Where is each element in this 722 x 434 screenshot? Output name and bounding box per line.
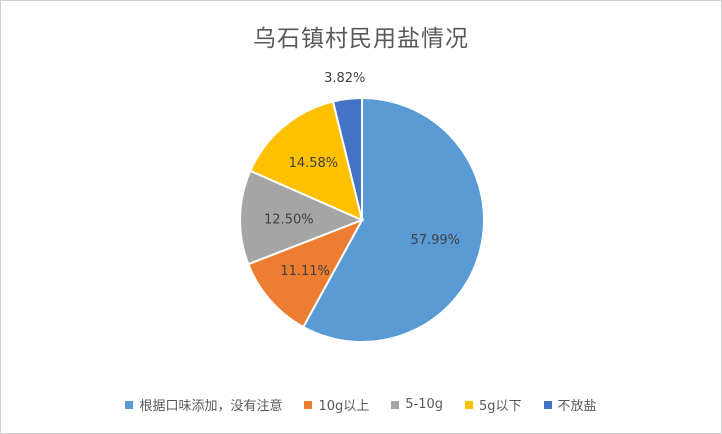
legend-label-taste: 根据口味添加，没有注意 [139, 399, 283, 414]
legend-swatch-under-5g [465, 400, 474, 409]
data-label-no-salt: 3.82% [324, 71, 365, 86]
data-label-10g-plus: 11.11% [280, 264, 330, 279]
legend-label-10g-plus: 10g以上 [318, 399, 370, 414]
data-label-under-5g: 14.58% [289, 156, 339, 171]
legend-swatch-taste [125, 400, 134, 409]
pie-slice-under-5g [249, 100, 364, 222]
legend-item-under-5g: 5g以下 [465, 395, 522, 414]
legend-item-5-10g: 5-10g [391, 397, 443, 412]
pie-slice-10g-plus [246, 218, 365, 329]
legend-item-no-salt: 不放盐 [543, 395, 597, 414]
data-label-taste: 57.99% [410, 233, 460, 248]
legend-swatch-5-10g [391, 400, 400, 409]
legend: 根据口味添加，没有注意 10g以上 5-10g 5g以下 不放盐 [1, 395, 721, 414]
legend-swatch-10g-plus [304, 400, 313, 409]
legend-label-under-5g: 5g以下 [479, 399, 522, 414]
pie-slice-taste [301, 96, 485, 343]
legend-swatch-no-salt [543, 400, 552, 409]
legend-item-10g-plus: 10g以上 [304, 395, 369, 414]
chart-title: 乌石镇村民用盐情况 [253, 26, 469, 52]
data-label-5-10g: 12.50% [264, 212, 314, 227]
pie-slice-no-salt [331, 96, 363, 221]
legend-label-5-10g: 5-10g [405, 397, 444, 412]
pie-slice-5-10g [239, 169, 365, 266]
legend-item-taste: 根据口味添加，没有注意 [125, 395, 282, 414]
legend-label-no-salt: 不放盐 [557, 399, 597, 414]
